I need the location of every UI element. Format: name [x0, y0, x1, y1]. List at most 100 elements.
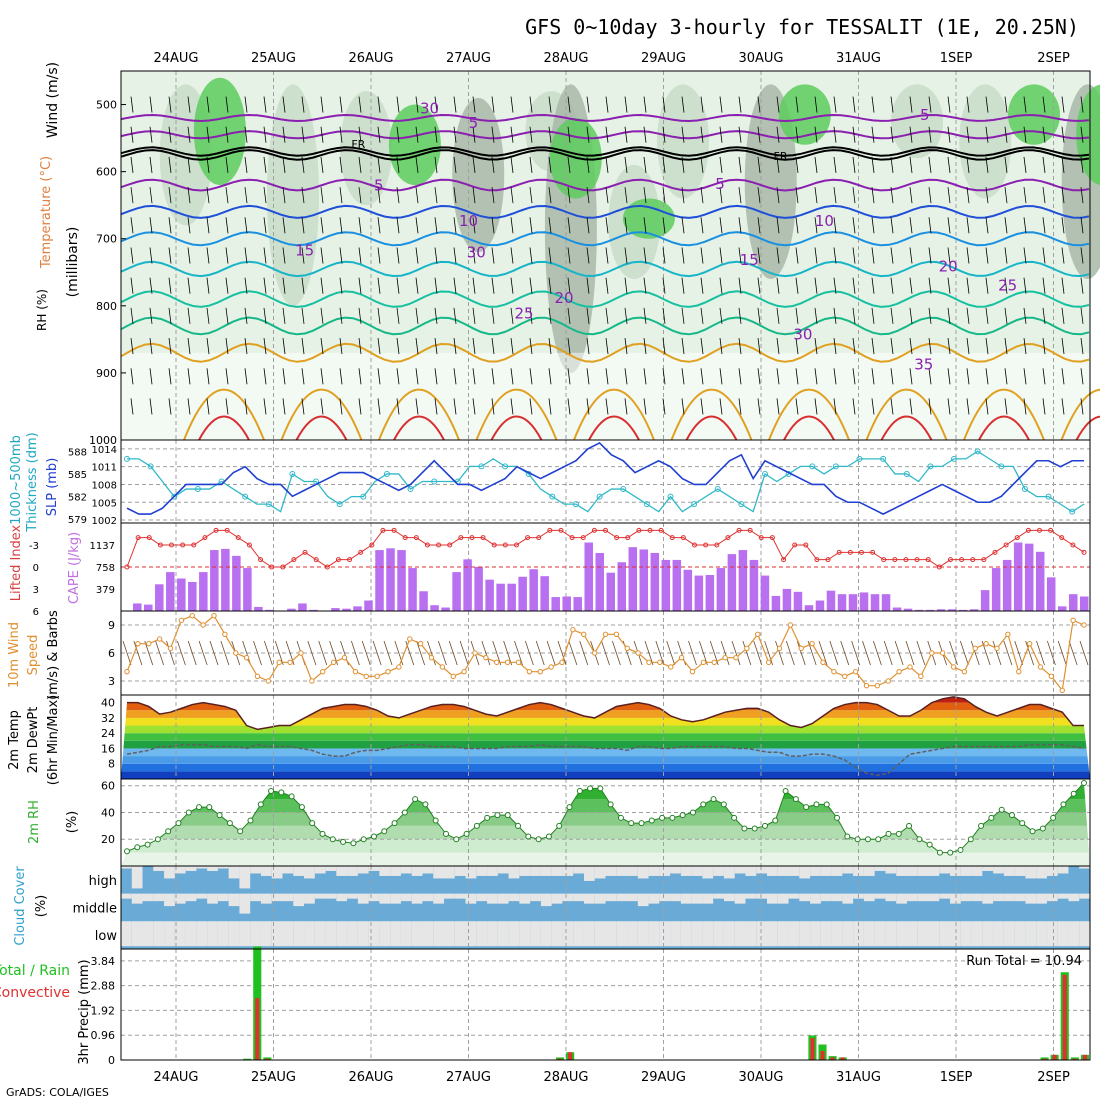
wind-barb-497 [852, 368, 856, 385]
wind-barb-112 [320, 156, 324, 173]
wind-barb-33 [757, 96, 761, 113]
ylabel-speed: Speed [26, 635, 41, 676]
precip-conv-bar-91 [1042, 1058, 1047, 1060]
wind10-barb-21 [350, 640, 360, 666]
ytick-label-cape-1: 758 [96, 563, 115, 574]
cloud-clear-1-85 [1036, 893, 1047, 904]
wind10-point-47 [635, 650, 641, 656]
cloud-clear-1-34 [487, 893, 498, 904]
li-point-86 [1081, 549, 1087, 555]
ylabel-wind: Wind (m/s) [45, 62, 61, 138]
wind10-barb-11 [242, 640, 252, 666]
wind-barb-450 [928, 338, 932, 355]
wind-barb-161 [282, 187, 286, 204]
cape-bar-75 [947, 609, 957, 611]
wind-barb-492 [757, 368, 761, 385]
cloud-clear-1-82 [1003, 893, 1015, 902]
cape-bar-64 [826, 590, 836, 611]
cloud-clear-1-61 [777, 893, 789, 904]
rh2m-point-46 [597, 785, 604, 792]
rh2m-point-35 [484, 814, 491, 821]
temp-band-6 [121, 725, 1090, 734]
ylabel-total-rain: Total / Rain [0, 963, 70, 979]
wind-barb-15 [415, 96, 419, 113]
wind-barb-19 [491, 96, 495, 113]
wind-barb-355 [1061, 277, 1065, 294]
wind-barb-150 [1042, 156, 1046, 173]
wind10-barb-42 [579, 640, 589, 666]
cape-bar-4 [166, 572, 175, 611]
wind-barb-185 [738, 187, 742, 204]
cloud-clear-0-56 [723, 866, 735, 879]
cape-bar-46 [628, 547, 638, 611]
cape-bar-47 [639, 549, 649, 611]
wind-barb-10 [320, 96, 324, 113]
wind-barb-386 [681, 307, 685, 324]
wind-barb-270 [415, 247, 419, 264]
ytick-label-li-3: 6 [33, 607, 39, 618]
ytick-label-thickness-2: 585 [68, 470, 87, 481]
wind10-barb-84 [1036, 640, 1045, 666]
rh2m-point-71 [854, 836, 861, 843]
cape-bar-26 [408, 568, 417, 611]
wind-barb-2 [168, 96, 172, 113]
wind-barb-140 [852, 156, 856, 173]
li-point-9 [224, 527, 230, 533]
wind-barb-249 [985, 217, 989, 234]
wind-barb-385 [662, 307, 666, 324]
rh2m-point-58 [720, 801, 727, 808]
cloud-clear-0-73 [906, 866, 918, 876]
wind-barb-177 [586, 187, 590, 204]
wind10-point-15 [287, 659, 293, 666]
isotherm-label-5: 10 [815, 212, 834, 230]
wind10-barb-83 [1025, 640, 1035, 666]
wind10-point-2 [146, 640, 152, 647]
wind-barb-468 [301, 368, 305, 385]
ytick-label-upper-2: 700 [96, 233, 117, 246]
ytick-label-li-2: 3 [33, 585, 39, 596]
wind10-barb-50 [666, 640, 676, 666]
wind-barb-453 [985, 338, 989, 355]
wind-barb-313 [263, 277, 267, 294]
wind-barb-480 [529, 368, 533, 385]
li-point-10 [235, 535, 241, 541]
cloud-clear-1-55 [713, 893, 724, 899]
rh2m-point-41 [545, 833, 552, 840]
rh2m-point-79 [936, 849, 943, 856]
wind-barb-315 [301, 277, 305, 294]
cape-bar-40 [562, 596, 571, 611]
wind10-point-29 [439, 664, 446, 670]
wind-barb-199 [1004, 187, 1008, 204]
wind10-point-37 [526, 668, 533, 675]
wind-barb-131 [681, 156, 685, 173]
wind-barb-56 [225, 126, 229, 143]
cloud-clear-2-69 [863, 921, 875, 947]
li-point-6 [191, 542, 197, 548]
cape-bar-66 [848, 594, 858, 611]
cloud-clear-1-78 [960, 893, 972, 902]
cloud-clear-1-45 [605, 893, 617, 902]
wind-barb-266 [339, 247, 343, 264]
rh2m-point-36 [494, 812, 501, 819]
cape-bar-73 [925, 609, 935, 611]
wind-barb-156 [187, 187, 191, 204]
wind-barb-477 [472, 368, 476, 385]
cloud-clear-1-42 [573, 893, 584, 902]
wind-barb-448 [890, 338, 894, 355]
wind-barb-418 [320, 338, 324, 355]
cape-bar-62 [804, 605, 814, 611]
precip-conv-bar-43 [558, 1058, 563, 1060]
cloud-clear-0-9 [217, 866, 229, 869]
wind-barb-422 [396, 338, 400, 355]
wind10-barb-44 [601, 640, 610, 666]
wind-barb-518 [282, 398, 286, 415]
cloud-clear-0-86 [1046, 866, 1058, 876]
rh2m-point-84 [988, 814, 995, 821]
cloud-clear-0-4 [164, 866, 175, 879]
cloud-clear-1-25 [390, 893, 401, 904]
wind-barb-407 [1080, 307, 1084, 324]
wind10-point-72 [907, 664, 913, 670]
wind-barb-496 [833, 368, 837, 385]
wind10-point-5 [178, 617, 185, 624]
cloud-clear-0-11 [239, 866, 251, 889]
